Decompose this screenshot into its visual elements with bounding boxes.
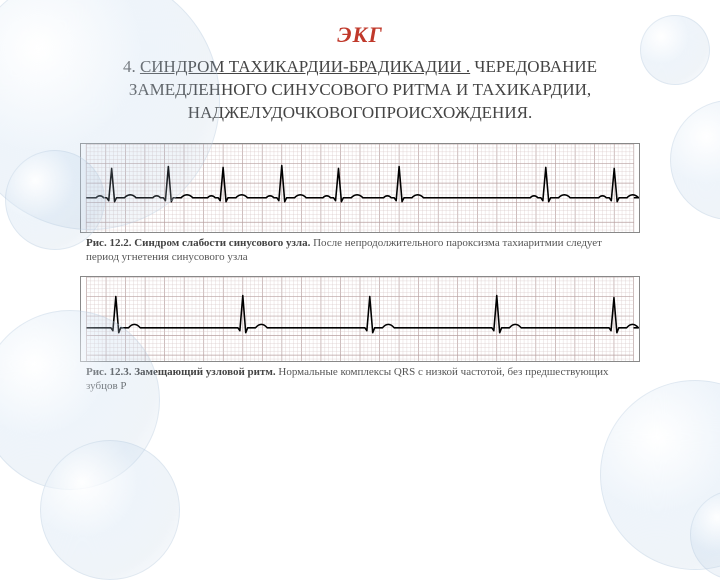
ecg-chart-2 xyxy=(80,276,640,362)
subtitle-underlined: СИНДРОМ ТАХИКАРДИИ-БРАДИКАДИИ . xyxy=(140,57,470,76)
ecg-caption-1: Рис. 12.2. Синдром слабости синусового у… xyxy=(80,233,640,277)
caption-1-bold: Рис. 12.2. Синдром слабости синусового у… xyxy=(86,237,310,249)
caption-2-bold: Рис. 12.3. Замещающий узловой ритм. xyxy=(86,366,276,378)
ecg-figure-1: Рис. 12.2. Синдром слабости синусового у… xyxy=(80,143,640,277)
ecg-container: Рис. 12.2. Синдром слабости синусового у… xyxy=(80,143,640,406)
bubble xyxy=(40,440,180,580)
subtitle-prefix: 4. xyxy=(123,57,140,76)
page-title: ЭКГ xyxy=(0,0,720,48)
ecg-chart-1 xyxy=(80,143,640,233)
bubble xyxy=(690,490,720,580)
ecg-figure-2: Рис. 12.3. Замещающий узловой ритм. Норм… xyxy=(80,276,640,406)
subtitle-text: 4. СИНДРОМ ТАХИКАРДИИ-БРАДИКАДИИ . ЧЕРЕД… xyxy=(0,48,720,125)
bubble xyxy=(600,380,720,570)
ecg-caption-2: Рис. 12.3. Замещающий узловой ритм. Норм… xyxy=(80,362,640,406)
